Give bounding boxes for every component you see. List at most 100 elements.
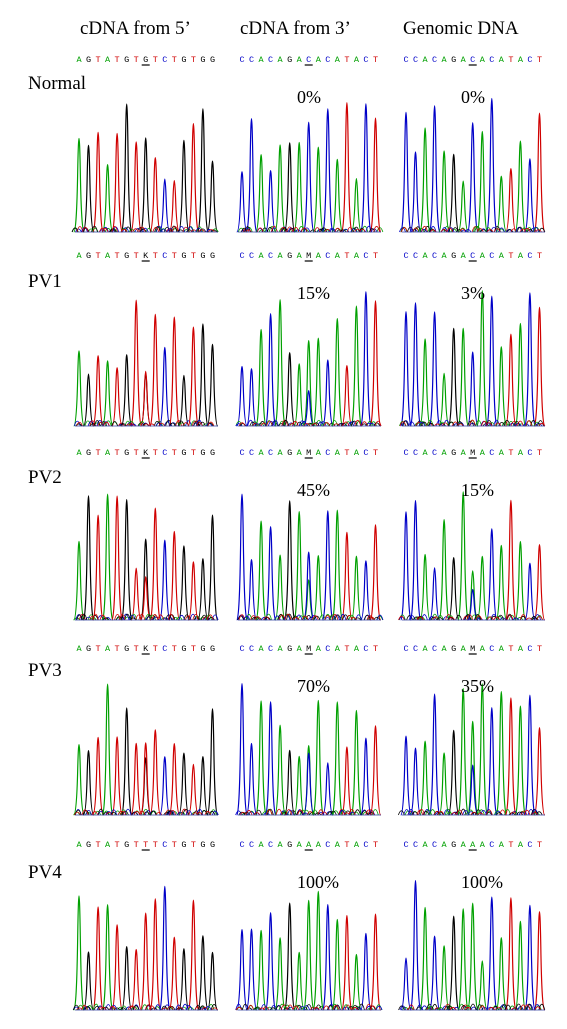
trace-noise bbox=[462, 1004, 469, 1011]
sequence-base: A bbox=[442, 55, 448, 65]
trace-noise bbox=[303, 227, 311, 233]
trace-noise bbox=[278, 423, 285, 427]
trace-peak bbox=[505, 168, 517, 233]
trace-noise bbox=[447, 421, 455, 427]
trace-noise bbox=[195, 227, 203, 233]
chromatogram-trace-r0c0 bbox=[71, 103, 219, 233]
trace-noise bbox=[200, 614, 208, 621]
trace-noise bbox=[256, 227, 264, 233]
sequence-base: A bbox=[461, 840, 467, 850]
trace-noise bbox=[291, 420, 299, 427]
chromatogram-trace-r4c1 bbox=[235, 891, 383, 1011]
trace-noise bbox=[370, 421, 377, 427]
sequence-base: A bbox=[354, 644, 360, 654]
trace-noise bbox=[104, 617, 112, 621]
sequence-base: C bbox=[527, 644, 532, 654]
sequence-base: C bbox=[162, 251, 167, 261]
trace-noise bbox=[295, 1004, 303, 1011]
trace-noise bbox=[445, 614, 452, 621]
trace-noise bbox=[348, 808, 356, 816]
sequence-base: G bbox=[181, 840, 186, 850]
trace-peak bbox=[255, 520, 267, 621]
trace-peak bbox=[101, 360, 114, 427]
trace-noise bbox=[376, 227, 384, 233]
mutation-percent-label: 0% bbox=[297, 87, 321, 107]
trace-peak bbox=[486, 295, 498, 427]
trace-noise bbox=[504, 1004, 512, 1011]
trace-noise bbox=[339, 229, 347, 233]
trace-peak bbox=[419, 740, 431, 816]
trace-peak bbox=[514, 705, 527, 816]
trace-peak bbox=[476, 960, 488, 1011]
trace-peak bbox=[486, 97, 498, 233]
trace-noise bbox=[149, 614, 156, 621]
trace-noise bbox=[263, 616, 270, 621]
trace-noise bbox=[520, 810, 528, 816]
sequence-base: C bbox=[403, 644, 408, 654]
sequence-base: T bbox=[134, 644, 139, 654]
trace-peak bbox=[245, 558, 258, 621]
trace-noise bbox=[406, 615, 413, 621]
trace-peak bbox=[447, 557, 460, 621]
trace-peak bbox=[82, 373, 95, 427]
trace-noise bbox=[369, 1005, 377, 1011]
trace-peak bbox=[476, 555, 489, 621]
trace-peak bbox=[178, 545, 190, 621]
trace-noise bbox=[91, 811, 99, 816]
trace-peak bbox=[245, 118, 258, 233]
sequence-base: T bbox=[344, 840, 349, 850]
trace-noise bbox=[488, 1007, 496, 1011]
trace-noise bbox=[399, 227, 406, 233]
trace-peak bbox=[331, 159, 344, 233]
trace-peak bbox=[360, 103, 372, 233]
trace-noise bbox=[251, 616, 259, 621]
sequence-base: C bbox=[268, 644, 273, 654]
trace-peak bbox=[322, 510, 334, 621]
trace-noise bbox=[432, 616, 440, 621]
sequence-base: C bbox=[432, 644, 437, 654]
trace-peak bbox=[245, 368, 258, 427]
trace-noise bbox=[310, 614, 317, 621]
sequence-base: T bbox=[153, 644, 158, 654]
trace-noise bbox=[493, 616, 501, 621]
trace-peak bbox=[524, 694, 536, 816]
trace-noise bbox=[165, 614, 173, 621]
sequence-base: C bbox=[239, 251, 244, 261]
sequence-base: T bbox=[373, 644, 378, 654]
trace-noise bbox=[138, 613, 146, 621]
trace-peak bbox=[350, 709, 363, 816]
trace-noise bbox=[199, 421, 206, 427]
trace-noise bbox=[138, 226, 146, 233]
trace-noise bbox=[338, 808, 345, 816]
trace-peak bbox=[197, 935, 209, 1011]
trace-noise bbox=[399, 420, 406, 427]
trace-peak bbox=[457, 327, 469, 427]
trace-noise bbox=[408, 421, 416, 427]
trace-noise bbox=[73, 420, 81, 427]
trace-noise bbox=[129, 423, 137, 427]
trace-peak bbox=[350, 953, 363, 1011]
trace-peak bbox=[168, 316, 181, 427]
sequence-base: A bbox=[423, 448, 429, 458]
trace-peak bbox=[149, 314, 162, 427]
trace-peak bbox=[495, 691, 508, 816]
trace-peak bbox=[428, 693, 441, 816]
mutation-percent-label: 3% bbox=[461, 283, 485, 303]
trace-noise bbox=[339, 613, 347, 621]
sequence-base: T bbox=[115, 644, 120, 654]
trace-noise bbox=[346, 226, 354, 233]
trace-noise bbox=[283, 1007, 290, 1011]
sequence-base: M bbox=[470, 644, 475, 654]
sequence-base: G bbox=[210, 55, 215, 65]
trace-peak bbox=[505, 500, 517, 621]
trace-noise bbox=[313, 615, 321, 621]
trace-peak bbox=[168, 743, 181, 816]
trace-peak bbox=[120, 103, 133, 233]
trace-noise bbox=[332, 1004, 340, 1011]
trace-peak bbox=[187, 326, 200, 427]
trace-noise bbox=[470, 811, 478, 816]
sequence-base: A bbox=[297, 448, 303, 458]
trace-peak bbox=[82, 951, 95, 1011]
row-label-normal: Normal bbox=[28, 73, 87, 94]
trace-noise bbox=[331, 1003, 339, 1011]
